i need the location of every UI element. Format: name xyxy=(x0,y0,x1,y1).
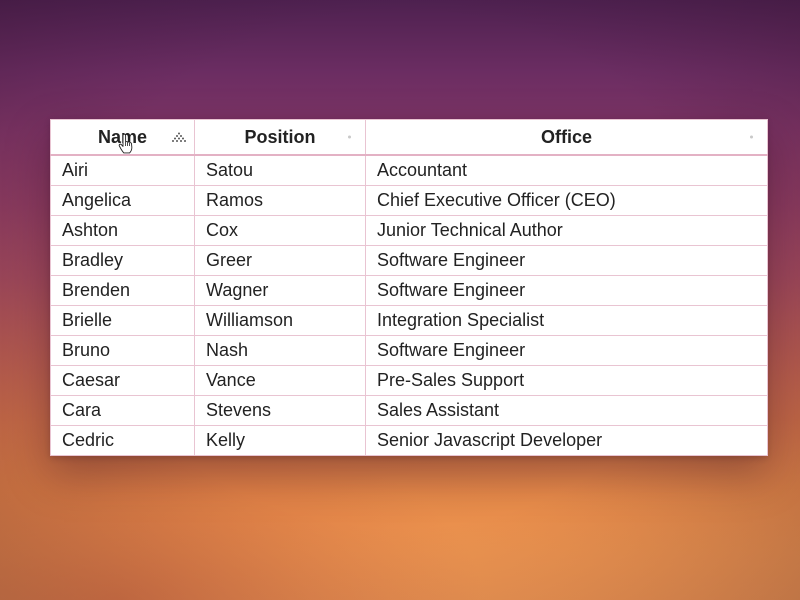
cell-office: Accountant xyxy=(365,154,768,186)
cell-position: Cox xyxy=(194,215,366,246)
table-row: Airi Satou Accountant xyxy=(50,154,768,186)
column-header-label: Name xyxy=(97,126,148,147)
cell-office: Sales Assistant xyxy=(365,395,768,426)
cell-position: Satou xyxy=(194,154,366,186)
table-row: Bruno Nash Software Engineer xyxy=(50,335,768,366)
cell-position: Greer xyxy=(194,245,366,276)
cell-name: Airi xyxy=(50,154,195,186)
cell-position: Stevens xyxy=(194,395,366,426)
table-row: Cedric Kelly Senior Javascript Developer xyxy=(50,425,768,456)
cell-name: Angelica xyxy=(50,185,195,216)
sort-inactive-dot-icon[interactable] xyxy=(348,135,351,139)
cell-position: Wagner xyxy=(194,275,366,306)
cell-name: Bradley xyxy=(50,245,195,276)
sort-inactive-dot-icon[interactable] xyxy=(750,135,753,139)
column-header-label: Office xyxy=(540,126,592,147)
table-row: Cara Stevens Sales Assistant xyxy=(50,395,768,426)
cell-office: Software Engineer xyxy=(365,245,768,276)
cell-office: Junior Technical Author xyxy=(365,215,768,246)
column-header-label: Position xyxy=(244,126,316,147)
cell-office: Chief Executive Officer (CEO) xyxy=(365,185,768,216)
column-header-position[interactable]: Position xyxy=(194,119,366,156)
cell-position: Kelly xyxy=(194,425,366,456)
cell-name: Caesar xyxy=(50,365,195,396)
sort-ascending-dots-icon[interactable] xyxy=(170,132,188,142)
table-row: Bradley Greer Software Engineer xyxy=(50,245,768,276)
table-row: Brielle Williamson Integration Specialis… xyxy=(50,305,768,336)
cell-name: Brenden xyxy=(50,275,195,306)
cell-office: Pre-Sales Support xyxy=(365,365,768,396)
data-table-card: Name Position Office xyxy=(50,119,768,456)
table-header-row: Name Position Office xyxy=(50,119,768,156)
cell-position: Williamson xyxy=(194,305,366,336)
cell-name: Brielle xyxy=(50,305,195,336)
cell-office: Software Engineer xyxy=(365,335,768,366)
table-row: Ashton Cox Junior Technical Author xyxy=(50,215,768,246)
table-row: Brenden Wagner Software Engineer xyxy=(50,275,768,306)
column-header-office[interactable]: Office xyxy=(365,119,768,156)
table-row: Caesar Vance Pre-Sales Support xyxy=(50,365,768,396)
cell-office: Integration Specialist xyxy=(365,305,768,336)
data-table: Name Position Office xyxy=(50,119,768,456)
cell-position: Vance xyxy=(194,365,366,396)
cell-name: Cara xyxy=(50,395,195,426)
cell-name: Ashton xyxy=(50,215,195,246)
cell-name: Bruno xyxy=(50,335,195,366)
cell-name: Cedric xyxy=(50,425,195,456)
cell-position: Ramos xyxy=(194,185,366,216)
cell-office: Senior Javascript Developer xyxy=(365,425,768,456)
table-row: Angelica Ramos Chief Executive Officer (… xyxy=(50,185,768,216)
cell-position: Nash xyxy=(194,335,366,366)
column-header-name[interactable]: Name xyxy=(50,119,195,156)
cell-office: Software Engineer xyxy=(365,275,768,306)
